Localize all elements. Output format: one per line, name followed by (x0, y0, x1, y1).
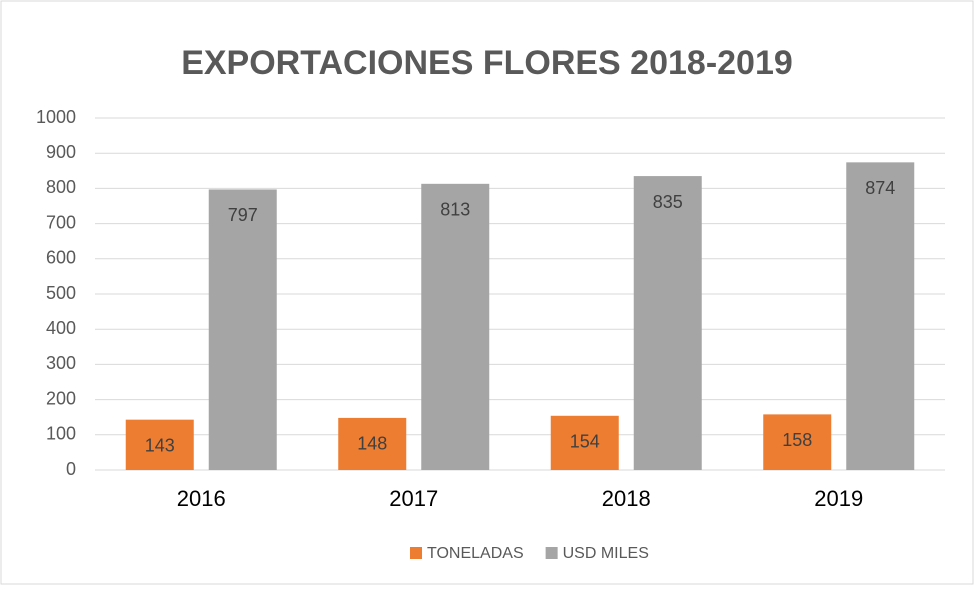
x-tick-label: 2017 (389, 486, 438, 511)
y-tick-label: 300 (46, 353, 76, 373)
bar (550, 415, 619, 470)
x-tick-label: 2018 (602, 486, 651, 511)
bar (338, 417, 407, 470)
data-label: 154 (570, 432, 600, 452)
bar (125, 419, 194, 470)
legend-label: TONELADAS (427, 545, 524, 562)
x-tick-label: 2016 (177, 486, 226, 511)
y-tick-label: 800 (46, 177, 76, 197)
data-label: 143 (145, 435, 175, 455)
data-label: 148 (357, 434, 387, 454)
bar (208, 189, 277, 470)
y-tick-label: 100 (46, 424, 76, 444)
data-label: 835 (653, 192, 683, 212)
bar (846, 162, 915, 471)
y-tick-label: 400 (46, 318, 76, 338)
y-tick-label: 500 (46, 283, 76, 303)
y-tick-label: 600 (46, 248, 76, 268)
bar (763, 414, 832, 470)
legend-swatch (410, 547, 422, 559)
legend-label: USD MILES (563, 545, 649, 562)
data-label: 813 (440, 200, 470, 220)
x-tick-label: 2019 (814, 486, 863, 511)
bar (421, 183, 490, 470)
bar (633, 176, 702, 470)
chart-title: EXPORTACIONES FLORES 2018-2019 (181, 44, 793, 82)
y-tick-label: 200 (46, 388, 76, 408)
y-tick-label: 1000 (36, 107, 76, 127)
data-label: 797 (228, 205, 258, 225)
y-tick-label: 900 (46, 142, 76, 162)
data-label: 874 (865, 178, 895, 198)
y-tick-label: 700 (46, 212, 76, 232)
data-label: 158 (782, 430, 812, 450)
legend-swatch (545, 547, 558, 559)
y-tick-label: 0 (66, 459, 76, 479)
